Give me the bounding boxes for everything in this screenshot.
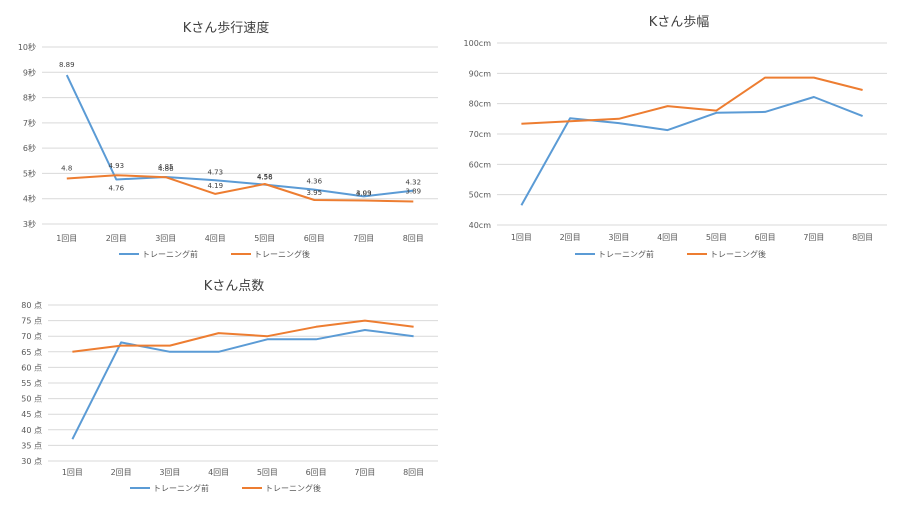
data-label-before: 4.32 xyxy=(405,179,421,187)
chart-title: Kさん歩幅 xyxy=(649,15,710,30)
walking-speed-svg: Kさん歩行速度 3秒 4秒 5秒 6秒 7秒 8秒 9秒 10秒 1回目 2回目 3回目 4回目 5回目 6… xyxy=(18,20,438,259)
series-line-after xyxy=(521,76,863,125)
data-label-after: 4.8 xyxy=(61,164,72,172)
legend-label-before: トレーニング前 xyxy=(598,249,654,259)
y-tick-label: 90cm xyxy=(469,69,492,78)
chart-title: Kさん歩行速度 xyxy=(183,20,270,36)
stride-svg: Kさん歩幅 40cm 50cm 60cm 70cm 80cm 90cm 100cm 1回目 2回目… xyxy=(464,15,887,259)
legend: トレーニング前 トレーニング後 xyxy=(130,483,321,493)
y-tick-label: 5秒 xyxy=(23,168,36,178)
x-tick-label: 2回目 xyxy=(106,234,127,243)
x-tick-label: 5回目 xyxy=(706,233,727,242)
x-tick-label: 3回目 xyxy=(608,233,629,242)
y-tick-label: 65 点 xyxy=(21,348,42,357)
x-tick-label: 4回目 xyxy=(205,234,226,243)
x-tick-label: 3回目 xyxy=(159,468,180,477)
data-label-before: 4.76 xyxy=(108,184,124,192)
y-tick-label: 45 点 xyxy=(21,410,42,419)
y-tick-label: 6秒 xyxy=(23,143,36,153)
x-tick-label: 4回目 xyxy=(657,233,678,242)
legend-label-before: トレーニング前 xyxy=(142,249,198,259)
x-tick-label: 7回目 xyxy=(353,234,374,243)
data-label-before: 4.09 xyxy=(356,189,372,197)
x-tick-label: 7回目 xyxy=(354,468,375,477)
data-label-before: 4.73 xyxy=(207,168,223,176)
legend-label-after: トレーニング後 xyxy=(265,483,321,493)
x-tick-label: 6回目 xyxy=(755,233,776,242)
x-tick-label: 1回目 xyxy=(56,234,77,243)
chart-stride: Kさん歩幅 40cm 50cm 60cm 70cm 80cm 90cm 100cm 1回目 2回目… xyxy=(457,0,907,275)
legend-label-after: トレーニング後 xyxy=(710,249,766,259)
y-tick-label: 9秒 xyxy=(23,67,36,77)
x-tick-label: 3回目 xyxy=(155,234,176,243)
data-label-before: 4.36 xyxy=(306,178,322,186)
x-tick-label: 1回目 xyxy=(511,233,532,242)
data-label-after: 4.58 xyxy=(257,173,273,181)
data-label-after: 3.93 xyxy=(356,189,372,197)
data-label-after: 4.19 xyxy=(207,182,223,190)
data-label-after: 4.93 xyxy=(108,162,124,170)
legend-label-after: トレーニング後 xyxy=(254,249,310,259)
y-tick-label: 75 点 xyxy=(21,317,42,326)
series-line-after xyxy=(66,174,414,203)
data-label-before: 4.86 xyxy=(158,165,174,173)
data-label-before: 4.56 xyxy=(257,174,273,182)
data-label-after: 3.89 xyxy=(405,187,421,195)
data-label-after: 4.85 xyxy=(158,163,174,171)
series-line-before xyxy=(65,74,414,198)
legend-label-before: トレーニング前 xyxy=(153,483,209,493)
y-tick-label: 50 点 xyxy=(21,395,42,404)
chart-title: Kさん点数 xyxy=(204,279,265,294)
legend: トレーニング前 トレーニング後 xyxy=(119,249,310,259)
x-tick-label: 6回目 xyxy=(304,234,325,243)
x-tick-label: 6回目 xyxy=(306,468,327,477)
chart-score: Kさん点数 30 点 35 点 40 点 45 点 50 点 55 点 60 点 65 点 70 … xyxy=(0,272,450,512)
y-tick-label: 70cm xyxy=(469,130,492,139)
x-tick-label: 5回目 xyxy=(257,468,278,477)
x-tick-label: 2回目 xyxy=(111,468,132,477)
x-tick-label: 7回目 xyxy=(803,233,824,242)
y-tick-label: 50cm xyxy=(469,191,492,200)
y-tick-label: 7秒 xyxy=(23,118,36,128)
x-tick-label: 8回目 xyxy=(403,468,424,477)
y-tick-label: 60cm xyxy=(469,160,492,169)
score-svg: Kさん点数 30 点 35 点 40 点 45 点 50 点 55 点 60 点 65 点 70 … xyxy=(21,279,438,493)
chart-walking-speed: Kさん歩行速度 3秒 4秒 5秒 6秒 7秒 8秒 9秒 10秒 1回目 2回目 3回目 4回目 5回目 6… xyxy=(0,0,450,275)
y-tick-label: 60 点 xyxy=(21,363,42,372)
x-tick-label: 8回目 xyxy=(852,233,873,242)
y-tick-label: 10秒 xyxy=(18,42,36,52)
y-tick-label: 4秒 xyxy=(23,194,36,204)
data-label-after: 3.95 xyxy=(306,189,322,197)
series-line-after xyxy=(72,319,414,353)
y-tick-label: 35 点 xyxy=(21,441,42,450)
x-tick-label: 2回目 xyxy=(560,233,581,242)
series-line-before xyxy=(71,329,414,440)
x-tick-label: 4回目 xyxy=(208,468,229,477)
legend: トレーニング前 トレーニング後 xyxy=(575,249,766,259)
x-tick-label: 5回目 xyxy=(254,234,275,243)
y-tick-label: 40 点 xyxy=(21,426,42,435)
y-tick-label: 80cm xyxy=(469,100,492,109)
y-tick-label: 70 点 xyxy=(21,332,42,341)
y-tick-label: 8秒 xyxy=(23,93,36,103)
data-label-before: 8.89 xyxy=(59,61,75,69)
y-tick-label: 30 点 xyxy=(21,457,42,466)
x-tick-label: 8回目 xyxy=(403,234,424,243)
y-tick-label: 40cm xyxy=(469,221,492,230)
y-tick-label: 55 点 xyxy=(21,379,42,388)
series-line-before xyxy=(520,96,863,206)
y-tick-label: 100cm xyxy=(464,39,492,48)
y-tick-label: 3秒 xyxy=(23,219,36,229)
y-tick-label: 80 点 xyxy=(21,301,42,310)
x-tick-label: 1回目 xyxy=(62,468,83,477)
